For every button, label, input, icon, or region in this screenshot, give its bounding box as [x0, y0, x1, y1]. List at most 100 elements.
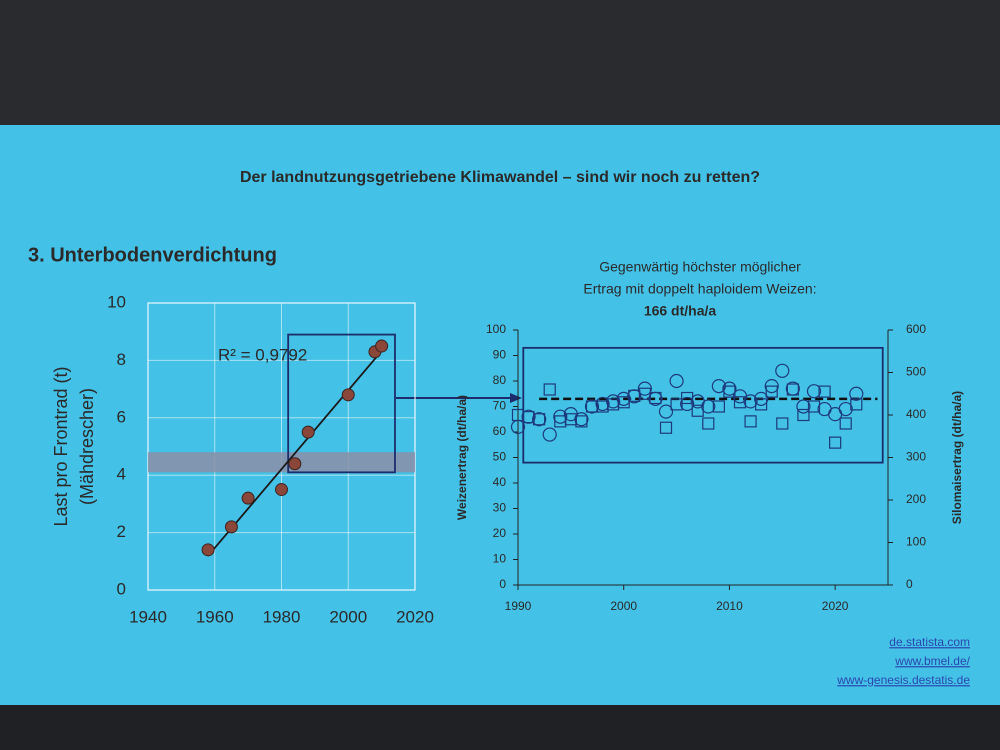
y2-tick-label: 400	[906, 407, 926, 421]
point-circle	[754, 391, 769, 406]
point-square	[691, 404, 704, 417]
point-square	[744, 415, 757, 428]
x-tick-label: 1980	[263, 607, 301, 626]
y-tick-label: 100	[486, 322, 506, 336]
x-tick-label: 2020	[396, 607, 434, 626]
point-circle	[849, 386, 864, 401]
y-tick-label: 40	[493, 475, 507, 489]
point-square	[829, 436, 842, 449]
y2-tick-label: 200	[906, 492, 926, 506]
point-square	[575, 415, 588, 428]
point-circle	[722, 381, 737, 396]
point-circle	[669, 373, 684, 389]
point	[201, 543, 215, 557]
y-tick-label: 80	[493, 373, 507, 387]
point-circle	[796, 399, 811, 414]
point-square	[712, 400, 725, 413]
source-link: www.bmel.de/	[894, 654, 970, 668]
x-tick-label: 2000	[610, 599, 637, 613]
point-circle	[595, 396, 610, 412]
y-tick-label: 10	[107, 292, 126, 311]
slide-title: Der landnutzungsgetriebene Klimawandel –…	[240, 169, 760, 186]
point-circle	[584, 399, 600, 414]
point-square	[723, 385, 736, 398]
ceiling	[0, 0, 1000, 125]
y-tick-label: 4	[117, 465, 126, 484]
point-square	[807, 400, 821, 413]
y-tick-label: 2	[117, 522, 126, 541]
source-link: de.statista.com	[889, 635, 970, 649]
point-circle	[701, 399, 716, 414]
zoom-box	[522, 346, 884, 464]
chart-title: 166 dt/ha/a	[644, 303, 717, 319]
zoom-box	[287, 333, 396, 474]
y-tick-label: 60	[493, 424, 507, 438]
point-circle	[637, 381, 652, 396]
point-circle	[574, 412, 589, 427]
point-square	[786, 383, 799, 396]
point-circle	[764, 379, 779, 394]
point-circle	[532, 412, 547, 427]
source-link: www-genesis.destatis.de	[836, 673, 970, 687]
x-tick-label: 2020	[822, 599, 849, 613]
point-square	[702, 417, 715, 430]
point-square	[850, 398, 863, 411]
section-title: 3. Unterbodenverdichtung	[28, 244, 277, 266]
arrow-head	[510, 393, 522, 403]
x-tick-label: 2000	[329, 607, 367, 626]
x-tick-label: 1960	[196, 607, 234, 626]
y-tick-label: 0	[117, 579, 126, 598]
point-square	[617, 396, 630, 409]
point-square	[755, 398, 768, 411]
y2-tick-label: 100	[906, 535, 926, 549]
point	[241, 491, 255, 505]
y-tick-label: 70	[493, 399, 507, 413]
y-tick-label: 20	[493, 526, 507, 540]
point-square	[681, 391, 694, 405]
y-tick-label: 50	[493, 450, 507, 464]
y-tick-label: 30	[493, 501, 507, 515]
y-tick-label: 90	[493, 348, 507, 362]
y-tick-label: 6	[117, 407, 126, 426]
x-tick-label: 2010	[716, 599, 743, 613]
slide	[0, 125, 1000, 705]
point-square	[659, 421, 673, 434]
point-square	[649, 391, 662, 405]
y-axis-label: Last pro Frontrad (t)	[51, 366, 71, 526]
y2-tick-label: 300	[906, 450, 926, 464]
point-circle	[553, 409, 568, 424]
point-circle	[680, 396, 695, 412]
y2-axis-label: Silomaisertrag (dt/ha/a)	[950, 391, 964, 524]
point-square	[818, 385, 831, 398]
point-square	[533, 413, 546, 426]
point	[375, 339, 389, 353]
annotation: R² = 0,9792	[218, 345, 307, 364]
point	[301, 425, 315, 439]
y-axis-label: Weizenertrag (dt/ha/a)	[455, 395, 469, 520]
point-circle	[658, 404, 674, 419]
point-square	[543, 383, 556, 396]
point-circle	[542, 427, 557, 442]
point	[288, 457, 302, 471]
point-square	[839, 417, 852, 430]
point	[275, 483, 288, 497]
y-axis-label: (Mähdrescher)	[77, 388, 97, 505]
point-circle	[743, 394, 758, 409]
y-tick-label: 8	[117, 350, 126, 369]
point-square	[765, 385, 778, 398]
x-tick-label: 1940	[129, 607, 167, 626]
highlight-band	[148, 452, 415, 473]
trendline	[207, 350, 383, 557]
floor	[0, 705, 1000, 750]
chart-title: Ertrag mit doppelt haploidem Weizen:	[583, 281, 816, 297]
point	[341, 388, 355, 402]
y2-tick-label: 0	[906, 577, 913, 591]
y2-tick-label: 600	[906, 322, 926, 336]
point-square	[797, 408, 810, 422]
point-square	[776, 417, 789, 430]
point	[224, 520, 238, 534]
y2-tick-label: 500	[906, 365, 926, 379]
x-tick-label: 1990	[505, 599, 532, 613]
